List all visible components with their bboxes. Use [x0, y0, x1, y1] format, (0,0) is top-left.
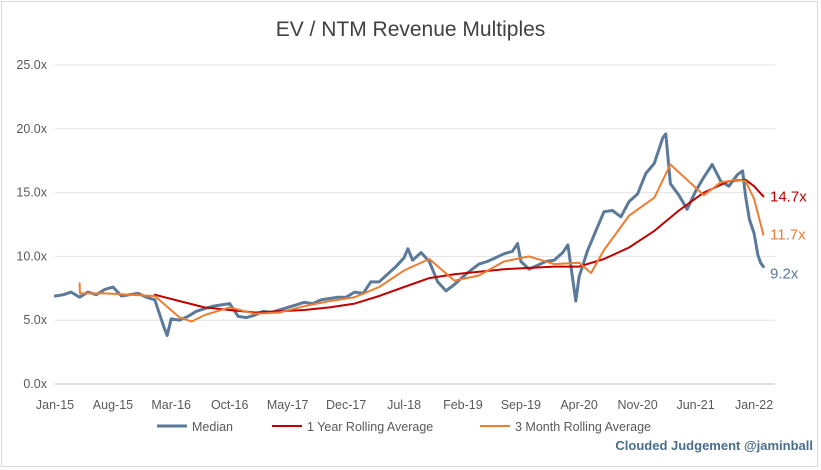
x-tick-label: Dec-17 [326, 398, 366, 412]
watermark: Clouded Judgement @jaminball [615, 438, 813, 453]
y-tick-label: 5.0x [23, 313, 47, 327]
series-line-0 [53, 132, 765, 337]
series-line-2 [78, 163, 765, 323]
chart-title: EV / NTM Revenue Multiples [275, 18, 546, 41]
y-tick-label: 10.0x [16, 249, 47, 263]
x-tick-label: Nov-20 [617, 398, 657, 412]
y-tick-label: 20.0x [16, 122, 47, 136]
x-tick-label: Feb-19 [443, 398, 483, 412]
x-tick-label: Jul-18 [387, 398, 421, 412]
end-labels: 9.2x 14.7x 11.7x [770, 188, 807, 282]
x-tick-label: Mar-16 [151, 398, 191, 412]
y-axis-ticks: 0.0x 5.0x 10.0x 15.0x 20.0x 25.0x [16, 58, 47, 391]
x-tick-label: May-17 [267, 398, 309, 412]
x-axis-ticks: Jan-15 Aug-15 Mar-16 Oct-16 May-17 Dec-17 Jul-… [36, 398, 773, 412]
x-tick-label: Jan-22 [735, 398, 773, 412]
x-tick-label: Jan-15 [36, 398, 74, 412]
end-label: 11.7x [770, 227, 806, 244]
end-label: 14.7x [770, 188, 807, 205]
x-tick-label: Jun-21 [676, 398, 714, 412]
x-tick-label: Aug-15 [93, 398, 133, 412]
y-tick-label: 25.0x [16, 58, 47, 72]
legend: Median 1 Year Rolling Average 3 Month Roll… [157, 420, 651, 434]
series-lines [53, 132, 765, 337]
series-line-1 [153, 178, 765, 314]
y-tick-label: 15.0x [16, 186, 47, 200]
y-tick-label: 0.0x [23, 377, 47, 391]
legend-label: 3 Month Rolling Average [515, 420, 651, 434]
end-label: 9.2x [770, 266, 799, 283]
legend-label: 1 Year Rolling Average [307, 420, 433, 434]
x-tick-label: Apr-20 [560, 398, 598, 412]
legend-label: Median [192, 420, 233, 434]
x-tick-label: Oct-16 [211, 398, 249, 412]
x-tick-label: Sep-19 [501, 398, 541, 412]
gridlines [55, 64, 775, 385]
